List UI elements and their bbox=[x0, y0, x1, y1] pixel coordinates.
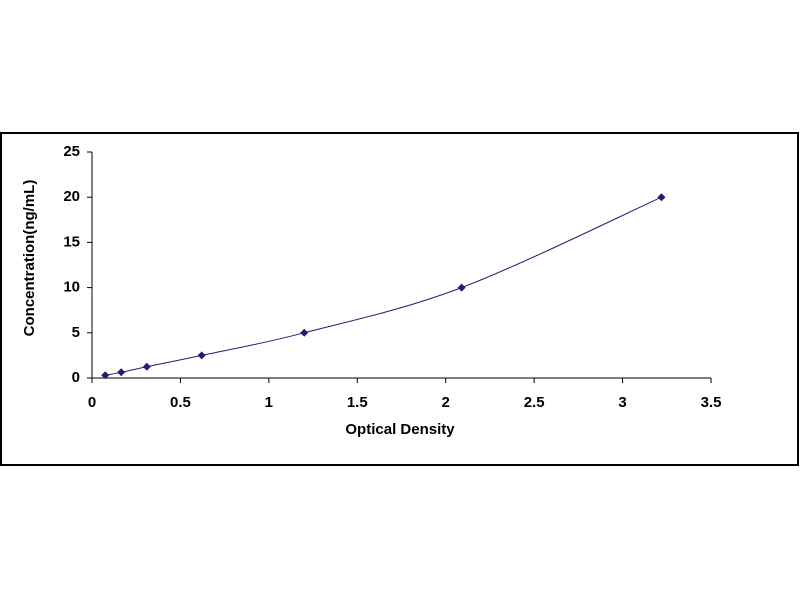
y-tick-label: 20 bbox=[63, 188, 80, 205]
y-tick-label: 5 bbox=[72, 324, 80, 341]
data-point bbox=[101, 371, 110, 380]
y-tick-label: 25 bbox=[63, 143, 80, 160]
x-axis-title: Optical Density bbox=[345, 421, 455, 438]
chart-frame bbox=[0, 132, 799, 466]
fit-curve bbox=[105, 196, 662, 376]
x-tick-label: 3.5 bbox=[701, 394, 722, 411]
y-tick-label: 10 bbox=[63, 279, 80, 296]
x-tick-label: 2 bbox=[442, 394, 450, 411]
x-tick-label: 1 bbox=[265, 394, 273, 411]
x-tick-label: 2.5 bbox=[524, 394, 545, 411]
x-tick-label: 1.5 bbox=[347, 394, 368, 411]
data-point bbox=[457, 283, 466, 292]
data-point bbox=[197, 351, 206, 360]
y-tick-label: 0 bbox=[72, 369, 80, 386]
data-point bbox=[142, 362, 151, 371]
y-axis-title: Concentration(ng/mL) bbox=[21, 180, 38, 337]
x-tick-label: 0 bbox=[88, 394, 96, 411]
x-tick-label: 0.5 bbox=[170, 394, 191, 411]
data-point bbox=[117, 368, 126, 377]
y-tick-label: 15 bbox=[63, 233, 80, 250]
data-point bbox=[300, 328, 309, 337]
data-point bbox=[657, 193, 666, 202]
x-tick-label: 3 bbox=[618, 394, 626, 411]
